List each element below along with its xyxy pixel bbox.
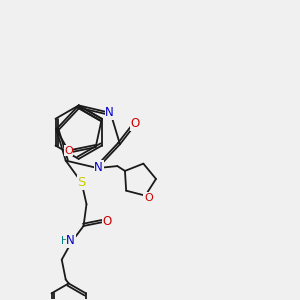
Text: O: O: [130, 117, 140, 130]
Text: N: N: [94, 160, 103, 174]
Text: O: O: [64, 146, 73, 155]
Text: O: O: [144, 193, 153, 202]
Text: H: H: [61, 236, 69, 246]
Text: N: N: [66, 234, 75, 247]
Text: N: N: [105, 106, 114, 119]
Text: S: S: [77, 176, 86, 189]
Text: O: O: [103, 214, 112, 227]
